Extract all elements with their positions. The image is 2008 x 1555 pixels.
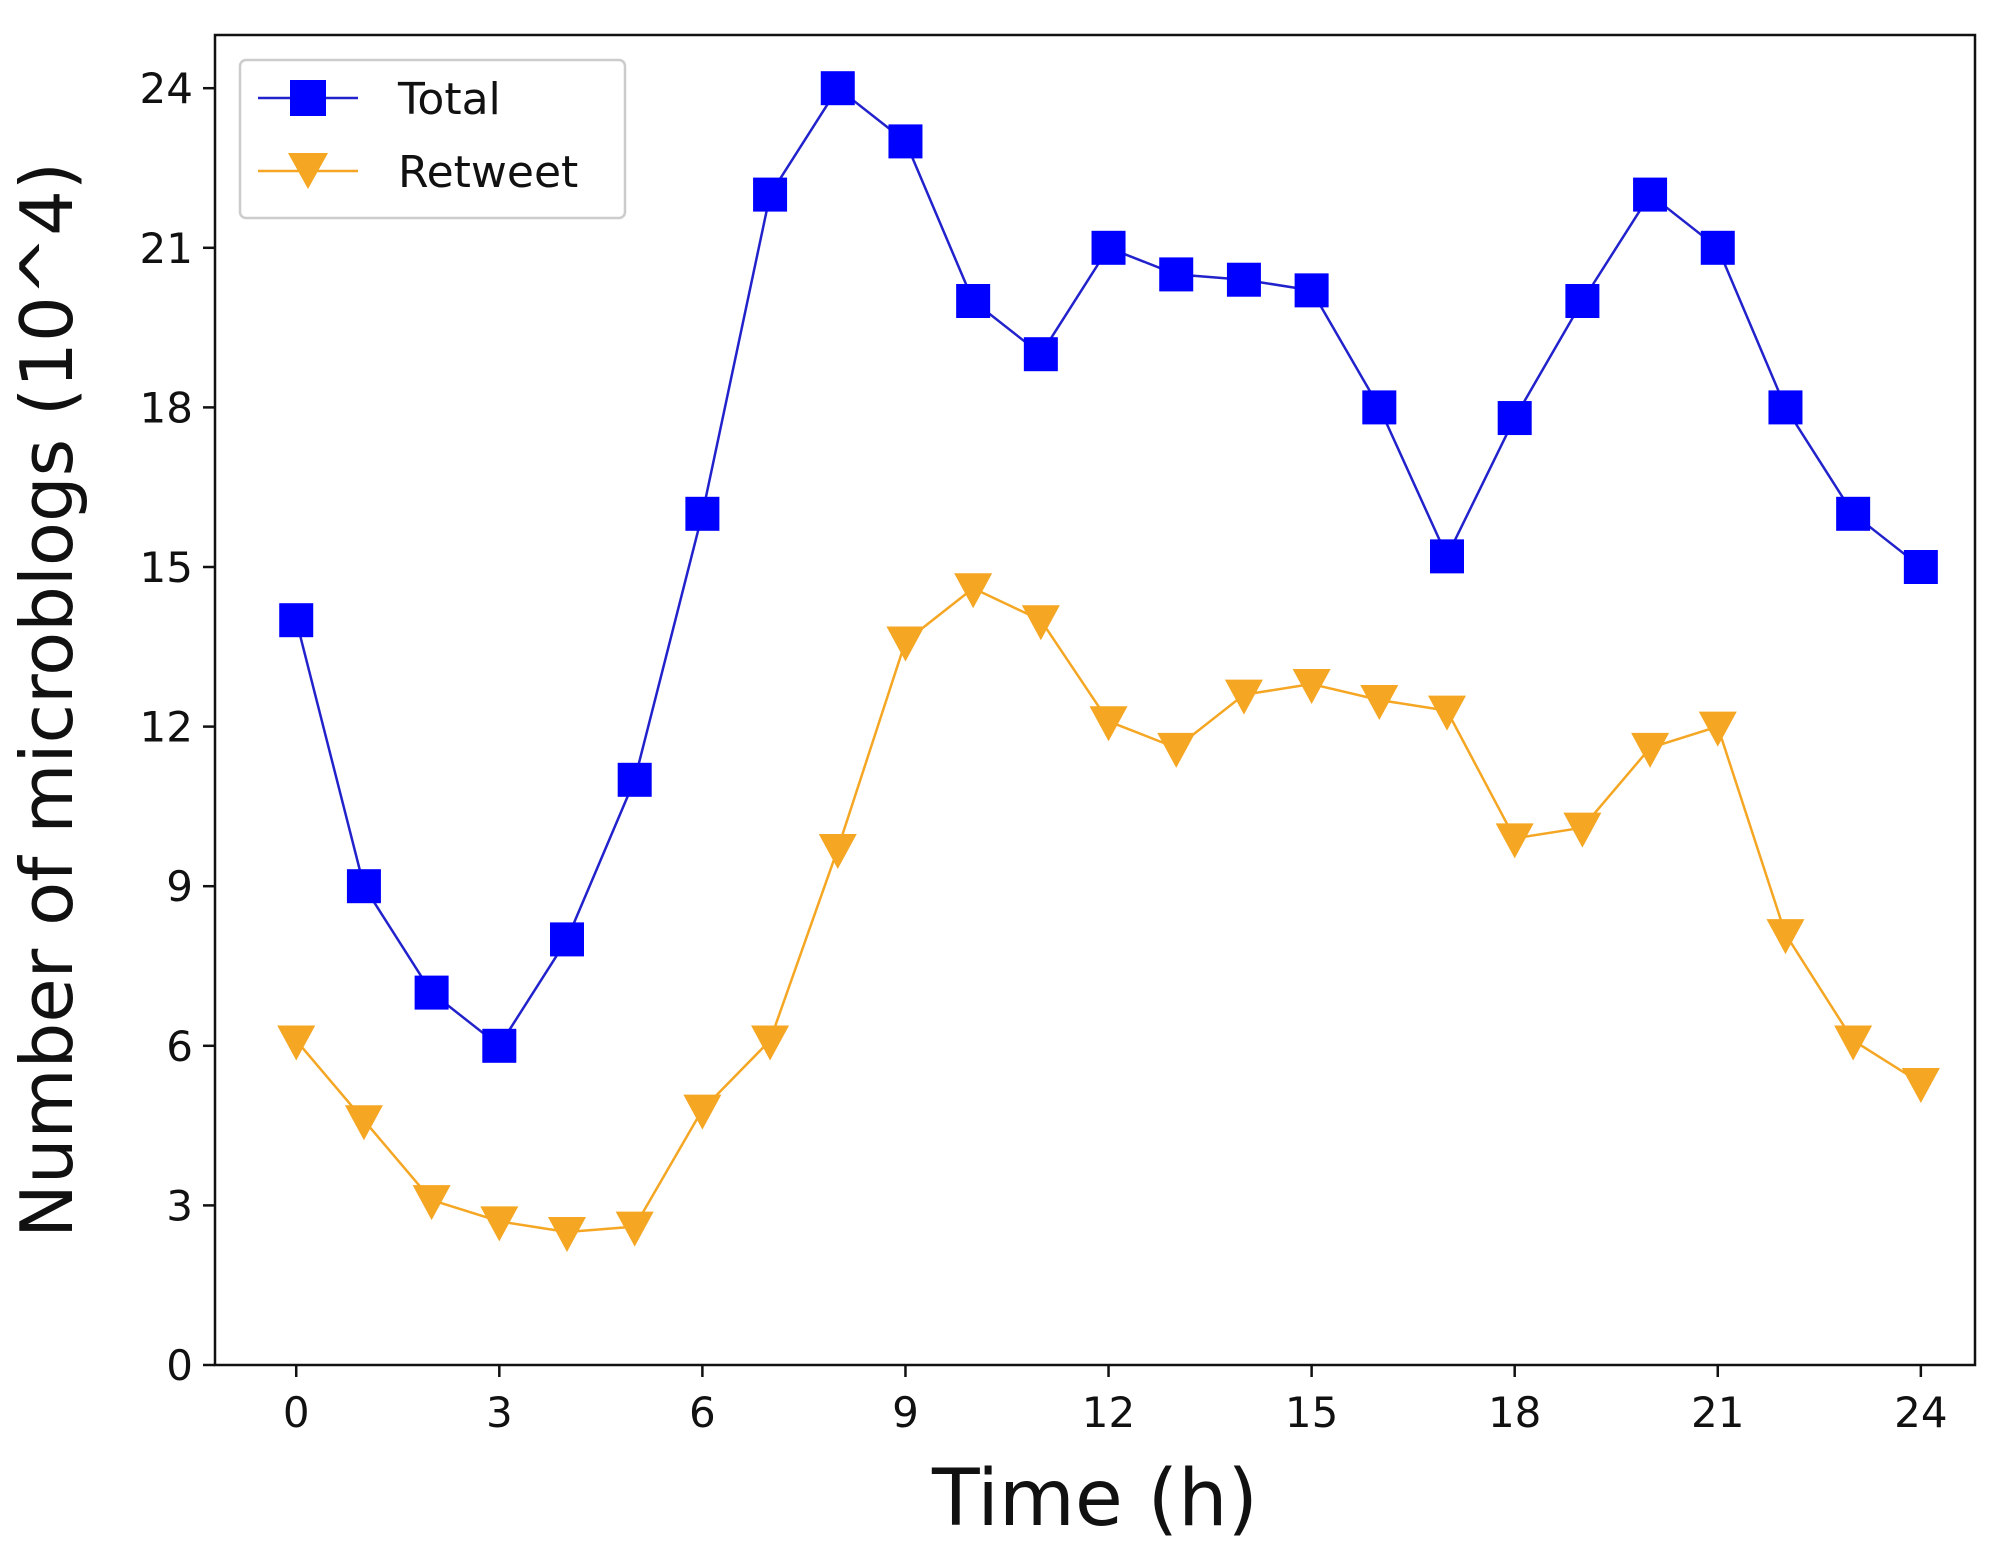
data-point-total [888,124,923,159]
x-tick-label: 0 [283,1388,310,1437]
ticks-layer: 0 3 6 9 12 15 18 21 24 0 3 6 9 12 15 18 21 24 [140,64,1948,1437]
data-point-total [1903,550,1938,584]
data-point-retweet [1089,706,1128,742]
x-tick-label: 12 [1082,1388,1135,1437]
legend-label-total: Total [397,74,501,125]
y-tick-label: 15 [140,543,193,592]
x-tick-label: 18 [1488,1388,1541,1437]
data-point-total [1768,390,1803,425]
y-tick-label: 18 [140,383,193,432]
x-axis-label: Time (h) [931,1454,1258,1544]
data-point-total [1362,390,1397,425]
data-point-total [1226,262,1261,297]
data-point-total [346,869,381,904]
data-point-retweet [1157,732,1196,768]
y-tick-label: 9 [166,862,193,911]
data-point-retweet [548,1217,586,1252]
x-tick-label: 6 [689,1388,716,1437]
data-point-total [1836,496,1871,531]
data-point-retweet [1360,685,1399,720]
legend-marker-total [290,80,326,116]
data-point-retweet [615,1211,654,1247]
data-point-retweet [277,1025,316,1061]
data-point-total [482,1028,517,1063]
data-point-retweet [1021,605,1060,641]
data-point-total [1700,230,1735,265]
data-point-total [1091,230,1126,265]
data-point-retweet [1292,669,1331,705]
data-point-total [414,975,449,1010]
legend: Total Retweet [238,58,627,220]
legend-box [238,58,627,220]
data-point-total [1430,539,1464,574]
data-point-total [1565,284,1600,318]
y-tick-label: 24 [140,64,193,113]
data-point-total [1159,257,1194,292]
data-point-total [279,603,314,638]
data-point-retweet [886,626,925,662]
data-point-retweet [1224,679,1263,715]
data-point-retweet [1901,1068,1940,1104]
data-point-retweet [480,1206,519,1242]
data-point-retweet [1428,695,1466,731]
data-point-retweet [1766,919,1805,955]
y-tick-label: 6 [166,1022,193,1071]
y-tick-label: 0 [166,1341,193,1390]
data-point-retweet [412,1185,451,1221]
data-point-retweet [818,833,857,869]
data-point-total [1633,177,1668,212]
x-tick-label: 21 [1691,1388,1744,1437]
series-layer [277,71,1940,1252]
data-point-total [1023,337,1058,372]
data-point-retweet [1563,812,1602,848]
y-tick-label: 21 [140,224,193,273]
data-point-total [1497,401,1532,436]
data-point-total [1294,273,1329,308]
y-tick-label: 3 [166,1181,193,1230]
data-point-retweet [1834,1025,1873,1061]
data-point-retweet [751,1025,790,1061]
plot-frame [213,33,1977,1367]
data-point-retweet [1495,823,1534,859]
data-point-total [617,762,652,797]
data-point-total [820,71,855,106]
data-point-total [753,177,788,212]
legend-label-retweet: Retweet [398,147,578,198]
legend-marker-retweet [288,153,328,189]
data-point-retweet [683,1094,722,1130]
y-tick-label: 12 [140,703,193,752]
data-point-total [685,496,720,531]
x-tick-label: 24 [1894,1388,1947,1437]
y-axis-label: Number of microblogs (10^4) [5,162,89,1238]
x-tick-label: 3 [486,1388,513,1437]
data-point-total [956,284,991,318]
data-point-retweet [1631,732,1670,768]
x-tick-label: 9 [892,1388,919,1437]
data-point-retweet [954,573,993,609]
data-point-total [550,922,584,957]
data-point-retweet [344,1105,383,1141]
x-tick-label: 15 [1285,1388,1338,1437]
data-point-retweet [1698,711,1737,747]
